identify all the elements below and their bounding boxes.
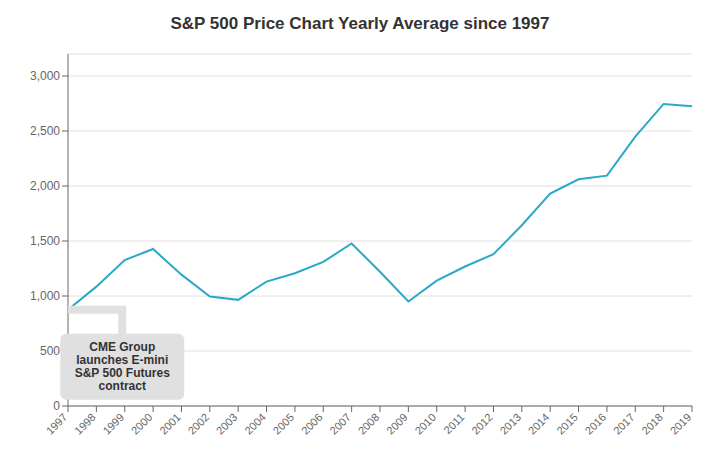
svg-text:2012: 2012 <box>469 411 495 437</box>
svg-text:2018: 2018 <box>639 411 665 437</box>
svg-text:2017: 2017 <box>611 411 637 437</box>
svg-text:2019: 2019 <box>668 411 694 437</box>
svg-text:2006: 2006 <box>299 411 325 437</box>
svg-text:2001: 2001 <box>157 411 183 437</box>
svg-text:1998: 1998 <box>72 411 98 437</box>
svg-text:1,500: 1,500 <box>30 234 60 248</box>
svg-text:2,000: 2,000 <box>30 179 60 193</box>
svg-text:500: 500 <box>40 344 60 358</box>
svg-text:2003: 2003 <box>214 411 240 437</box>
svg-text:2007: 2007 <box>327 411 353 437</box>
html-text:S&P 500 Price Chart Yearly Ave: S&P 500 Price Chart Yearly Average since… <box>170 14 550 33</box>
svg-text:2002: 2002 <box>185 411 211 437</box>
svg-text:2016: 2016 <box>583 411 609 437</box>
svg-text:2,500: 2,500 <box>30 124 60 138</box>
svg-text:2009: 2009 <box>384 411 410 437</box>
svg-text:2005: 2005 <box>271 411 297 437</box>
svg-text:2013: 2013 <box>497 411 523 437</box>
svg-text:1999: 1999 <box>100 411 126 437</box>
svg-text:2004: 2004 <box>242 411 268 437</box>
svg-text:2015: 2015 <box>554 411 580 437</box>
svg-text:2010: 2010 <box>412 411 438 437</box>
svg-text:2011: 2011 <box>441 411 466 436</box>
svg-text:1997: 1997 <box>44 411 70 437</box>
svg-text:2000: 2000 <box>129 411 155 437</box>
svg-text:0: 0 <box>53 399 60 413</box>
svg-text:2014: 2014 <box>526 411 552 437</box>
svg-text:3,000: 3,000 <box>30 69 60 83</box>
svg-text:2008: 2008 <box>356 411 382 437</box>
svg-text:1,000: 1,000 <box>30 289 60 303</box>
svg-text:CME Grouplaunches E-miniS&P 50: CME Grouplaunches E-miniS&P 500 Futuresc… <box>75 340 170 393</box>
